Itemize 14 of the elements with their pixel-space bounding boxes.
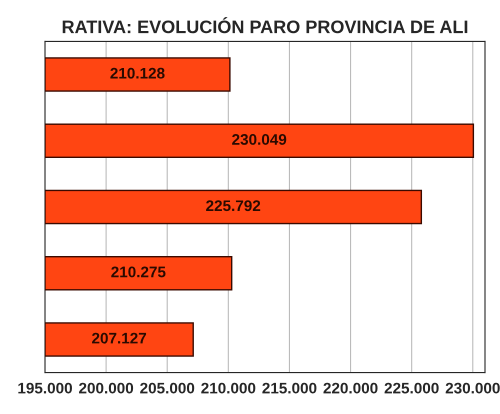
data-label: 210.275 (111, 266, 166, 278)
chart-title: RATIVA: EVOLUCIÓN PARO PROVINCIA DE ALI (62, 17, 468, 34)
x-tick-label: 195.000 (18, 382, 72, 394)
x-tick-label: 225.000 (384, 382, 439, 394)
x-tick-label: 220.000 (323, 382, 378, 394)
x-tick-label: 230.000 (446, 382, 500, 394)
x-tick-label: 215.000 (262, 382, 316, 394)
x-tick-label: 210.000 (201, 382, 256, 394)
data-label: 225.792 (206, 200, 260, 212)
x-tick-label: 200.000 (79, 382, 134, 394)
data-label: 207.127 (92, 332, 146, 344)
data-label: 230.049 (232, 134, 286, 145)
data-label: 210.128 (110, 68, 165, 79)
x-tick-label: 205.000 (140, 382, 194, 394)
